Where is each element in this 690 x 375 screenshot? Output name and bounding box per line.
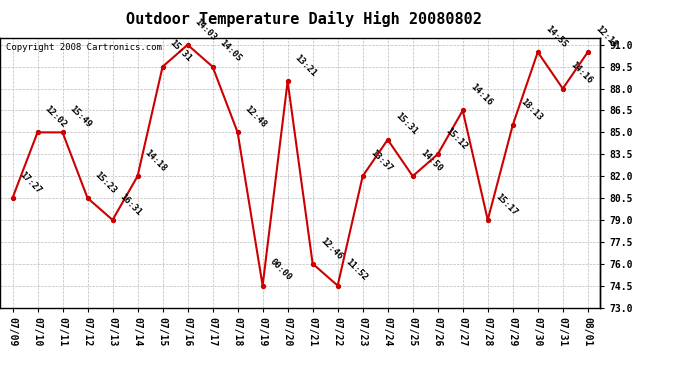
Text: 00:00: 00:00 (268, 258, 293, 283)
Text: 11:52: 11:52 (343, 258, 368, 283)
Text: 14:16: 14:16 (469, 82, 493, 108)
Text: 14:03: 14:03 (193, 16, 219, 42)
Text: 14:05: 14:05 (218, 39, 244, 64)
Text: 14:18: 14:18 (143, 148, 168, 173)
Text: 17:27: 17:27 (18, 170, 43, 195)
Text: 12:02: 12:02 (43, 104, 68, 130)
Text: 12:46: 12:46 (318, 236, 344, 261)
Text: Copyright 2008 Cartronics.com: Copyright 2008 Cartronics.com (6, 43, 162, 52)
Text: 12:18: 12:18 (593, 24, 619, 50)
Text: 14:55: 14:55 (543, 24, 569, 50)
Text: 14:50: 14:50 (418, 148, 444, 173)
Text: 12:48: 12:48 (243, 104, 268, 130)
Text: 15:31: 15:31 (168, 39, 193, 64)
Text: Outdoor Temperature Daily High 20080802: Outdoor Temperature Daily High 20080802 (126, 11, 482, 27)
Text: 15:12: 15:12 (443, 126, 469, 152)
Text: 15:23: 15:23 (93, 170, 119, 195)
Text: 13:21: 13:21 (293, 53, 319, 78)
Text: 15:17: 15:17 (493, 192, 519, 217)
Text: 14:16: 14:16 (569, 60, 593, 86)
Text: 18:13: 18:13 (518, 97, 544, 122)
Text: 16:31: 16:31 (118, 192, 144, 217)
Text: 15:49: 15:49 (68, 104, 93, 130)
Text: 13:37: 13:37 (368, 148, 393, 173)
Text: 15:31: 15:31 (393, 111, 419, 137)
